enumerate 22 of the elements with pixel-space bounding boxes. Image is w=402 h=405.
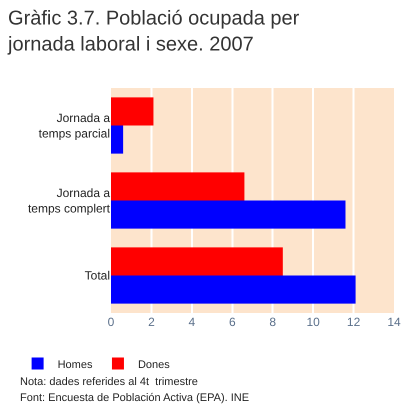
text: Font: Encuesta de Población Activa (EPA). INE: [20, 392, 250, 404]
text: Nota: dades referides al 4t trimestre: [20, 376, 198, 388]
y-tick-label: Total: [84, 268, 110, 283]
x-tick-label: 14: [387, 315, 401, 329]
x-tick-label: 4: [188, 315, 196, 329]
legend-label: Dones: [138, 358, 170, 371]
y-tick-label: Jornada a temps parcial: [38, 110, 110, 140]
x-tick-label: 12: [346, 315, 361, 329]
y-tick-label: Jornada a temps complert: [28, 186, 111, 216]
x-tick-label: 2: [148, 315, 156, 329]
bar: [111, 247, 283, 276]
legend-label: Homes: [58, 358, 93, 371]
x-tick-label: 10: [306, 315, 320, 329]
x-tick-label: 0: [108, 315, 115, 329]
bar: [111, 172, 244, 200]
chart-title: Gràfic 3.7. Població ocupada per jornada laboral i sexe. 2007: [7, 7, 300, 56]
x-tick-label: 8: [269, 315, 276, 329]
bar: [111, 276, 356, 304]
x-tick-label: 6: [228, 315, 236, 329]
bar: [111, 126, 124, 154]
bar: [111, 97, 154, 126]
bar: [111, 200, 346, 229]
